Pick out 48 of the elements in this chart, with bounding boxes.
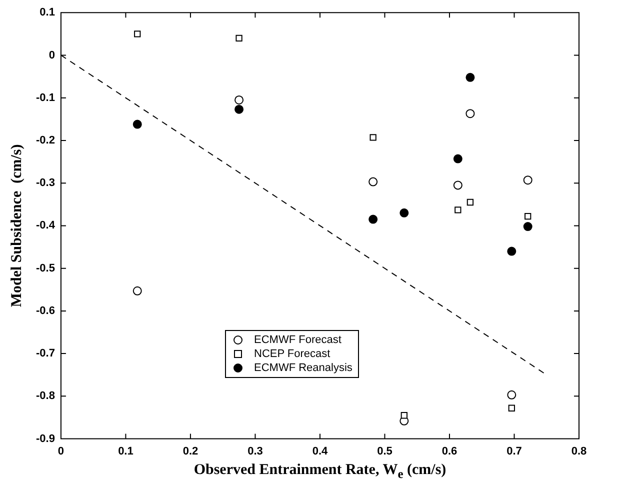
x-tick-label: 0.3 [248,445,263,458]
x-tick-label: 0.7 [506,445,522,458]
point [523,222,532,232]
point [507,246,516,256]
y-tick-label: -0.2 [36,134,55,146]
point [370,134,376,141]
point [466,109,475,118]
point [368,214,378,224]
x-tick-label: 0 [58,445,64,458]
x-tick-label: 0.6 [442,445,458,458]
point [466,72,475,82]
legend-label: ECMWF Forecast [254,334,342,346]
y-tick-label: -0.6 [36,304,55,317]
x-tick-label: 0.8 [571,445,587,458]
point [134,30,141,38]
y-tick-label: -0.7 [36,348,55,360]
point [453,180,462,190]
x-tick-label: 0.1 [118,445,134,458]
x-axis-title: Observed Entrainment Rate, W$_{e}$ (cm/s) [192,462,448,482]
x-tick-label: 0.2 [182,445,198,458]
point [400,208,409,218]
point [507,390,516,400]
x-tick-label: 0.4 [312,445,329,458]
point [454,206,462,214]
point [234,95,244,104]
point [236,34,242,42]
point [400,412,408,419]
y-tick-label: -0.9 [36,432,55,445]
y-tick-label: -0.3 [36,177,55,190]
point [368,177,378,186]
x-tick-label: 0.5 [377,445,392,458]
y-tick-label: -0.8 [36,390,55,402]
point [523,176,532,185]
point [132,120,142,129]
point [524,212,532,220]
point [453,154,462,164]
y-tick-label: -0.1 [36,92,55,104]
point [234,104,244,114]
y-tick-label: -0.5 [36,262,55,274]
legend-label: NCEP Forecast [254,348,330,360]
y-axis-title: Model Subsidence (cm/s) [8,144,25,308]
y-tick-label: -0.4 [36,220,56,232]
point [132,286,142,296]
y-tick-label: 0.1 [40,6,55,19]
point [466,198,474,206]
y-tick-label: 0 [48,49,55,62]
legend-label: ECMWF Reanalysis [254,362,352,374]
point [508,404,515,412]
